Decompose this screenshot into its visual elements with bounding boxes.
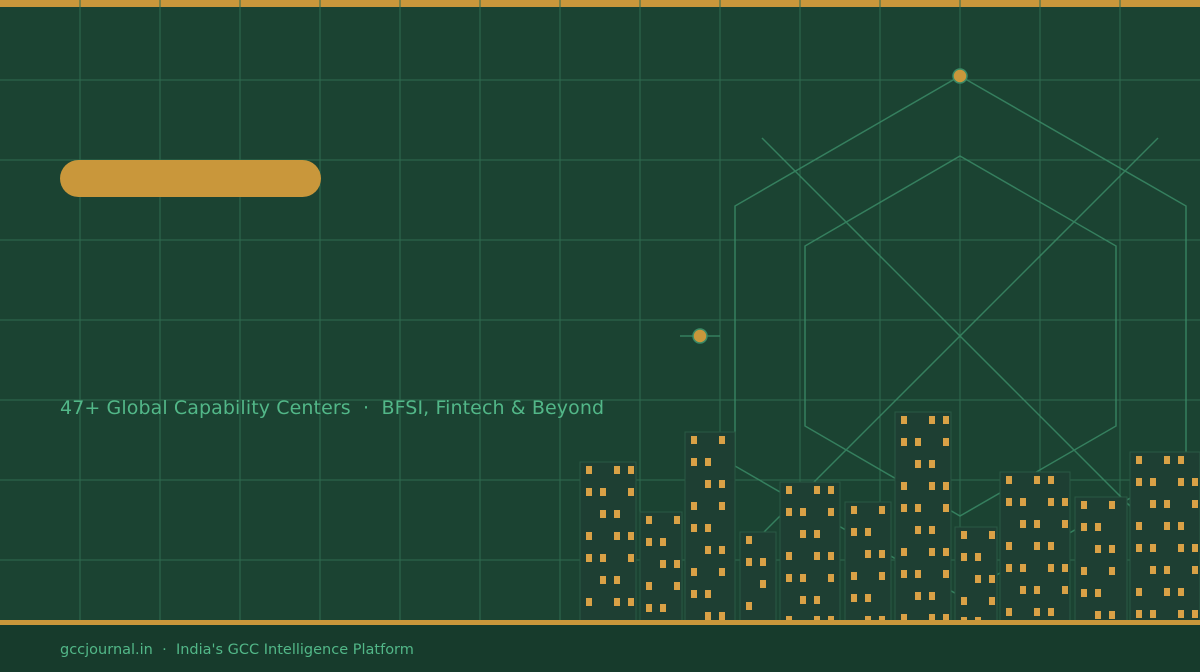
banner-tagline: 47+ Global Capability Centers · BFSI, Fi… bbox=[60, 397, 605, 419]
node-dot-left bbox=[692, 328, 708, 344]
footer-description: India's GCC Intelligence Platform bbox=[175, 642, 414, 658]
title-placeholder-pill bbox=[60, 160, 321, 197]
city-skyline-icon bbox=[579, 411, 1200, 620]
footer-separator: · bbox=[162, 642, 167, 658]
node-dot-top bbox=[952, 68, 968, 84]
footer-site-link[interactable]: gccjournal.in bbox=[60, 642, 153, 658]
footer-text: gccjournal.in · India's GCC Intelligence… bbox=[60, 642, 414, 658]
footer-bar: gccjournal.in · India's GCC Intelligence… bbox=[0, 620, 1200, 672]
top-accent-bar bbox=[0, 0, 1200, 7]
